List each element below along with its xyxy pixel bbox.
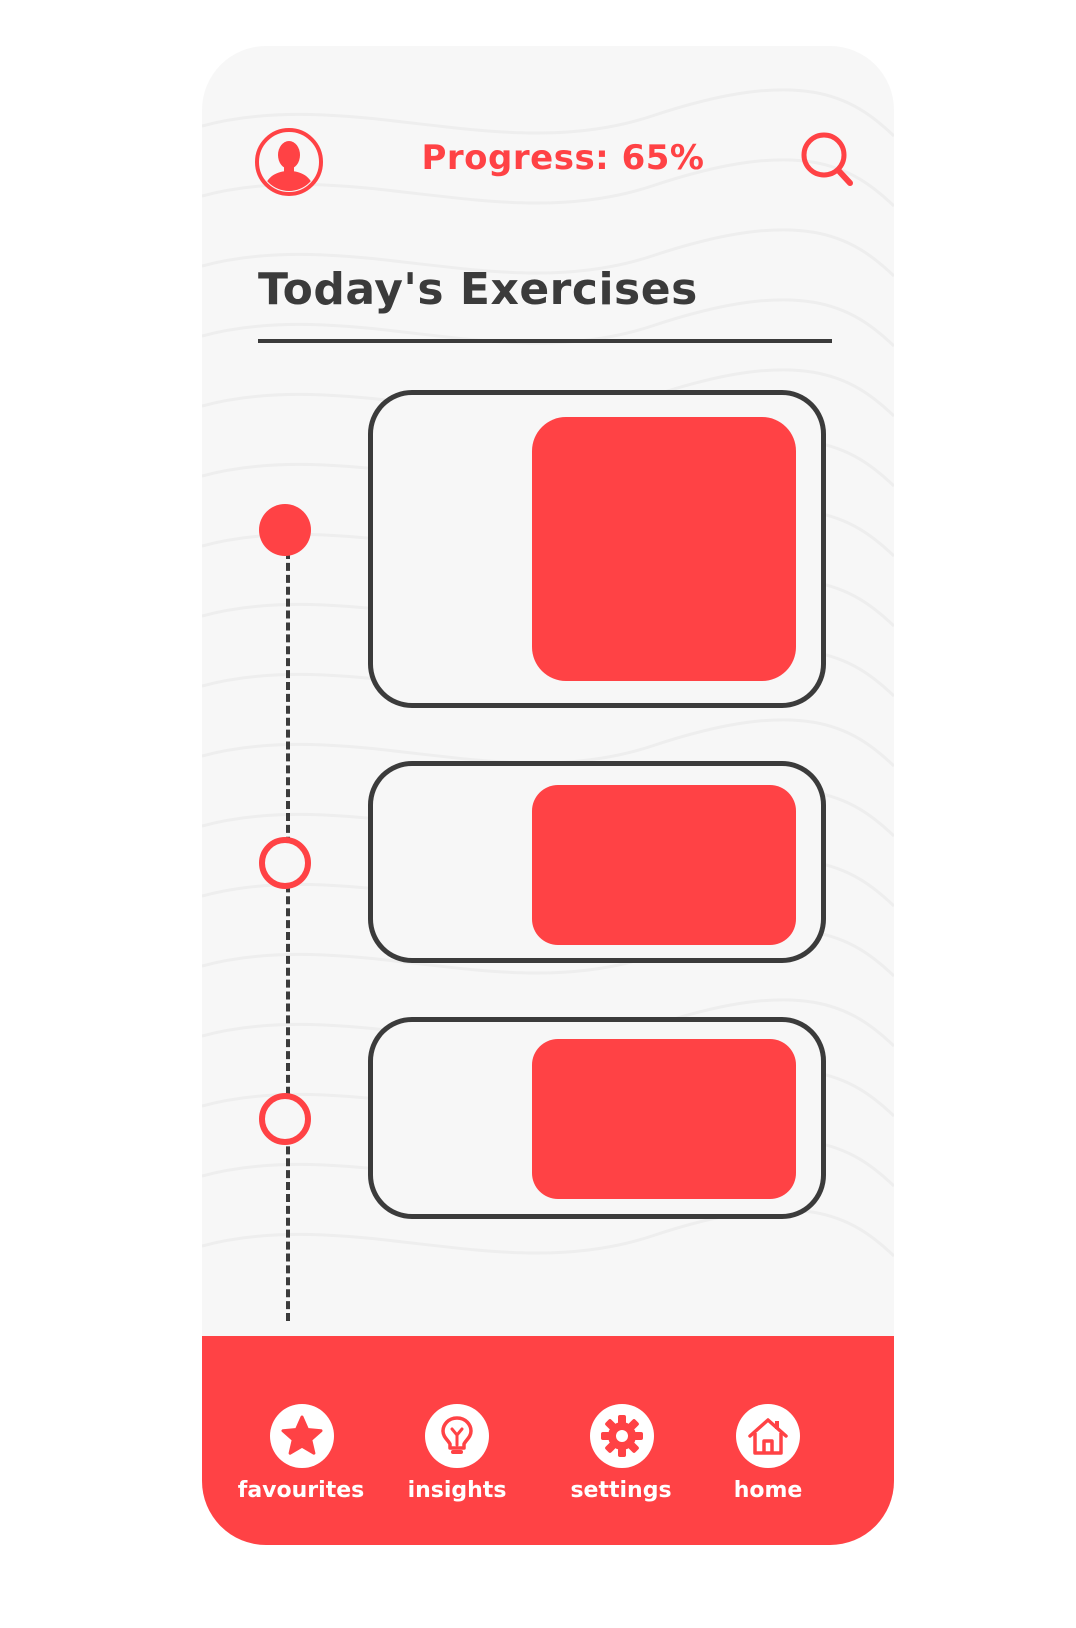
user-icon [255,128,323,196]
lightbulb-icon [441,1416,473,1454]
nav-icon-circle [590,1404,654,1468]
title-divider [258,339,832,343]
search-icon [801,132,853,186]
timeline-line [286,551,290,1321]
nav-label: settings [570,1478,672,1503]
house-icon [748,1418,788,1455]
nav-icon-circle [736,1404,800,1468]
timeline-dot-upcoming [259,837,311,889]
exercise-card[interactable] [368,1017,826,1219]
star-icon [281,1415,323,1455]
exercise-thumbnail [532,417,796,681]
progress-label: Progress: 65% [421,138,705,178]
nav-item-home[interactable]: home [693,1336,843,1545]
search-button[interactable] [800,131,856,189]
nav-item-settings[interactable]: settings [546,1336,696,1545]
timeline-dot-upcoming [259,1093,311,1145]
nav-icon-circle [270,1404,334,1468]
nav-label: home [733,1478,803,1503]
nav-label: favourites [237,1478,365,1503]
nav-item-favourites[interactable]: favourites [226,1336,376,1545]
bottom-nav: favourites insights [202,1336,894,1545]
avatar[interactable] [254,127,324,197]
exercise-thumbnail [532,785,796,945]
exercise-card[interactable] [368,761,826,963]
exercise-thumbnail [532,1039,796,1199]
nav-label: insights [407,1478,507,1503]
nav-item-insights[interactable]: insights [382,1336,532,1545]
gear-icon [601,1415,643,1457]
nav-icon-circle [425,1404,489,1468]
exercise-card[interactable] [368,390,826,708]
app-screen: Progress: 65% Today's Exercises favourit… [202,46,894,1545]
timeline-dot-current [259,504,311,556]
page-title: Today's Exercises [258,264,698,315]
